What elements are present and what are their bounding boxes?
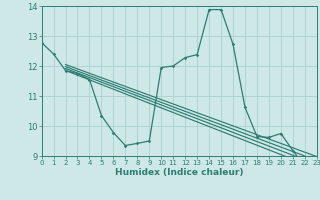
X-axis label: Humidex (Indice chaleur): Humidex (Indice chaleur)	[115, 168, 244, 177]
